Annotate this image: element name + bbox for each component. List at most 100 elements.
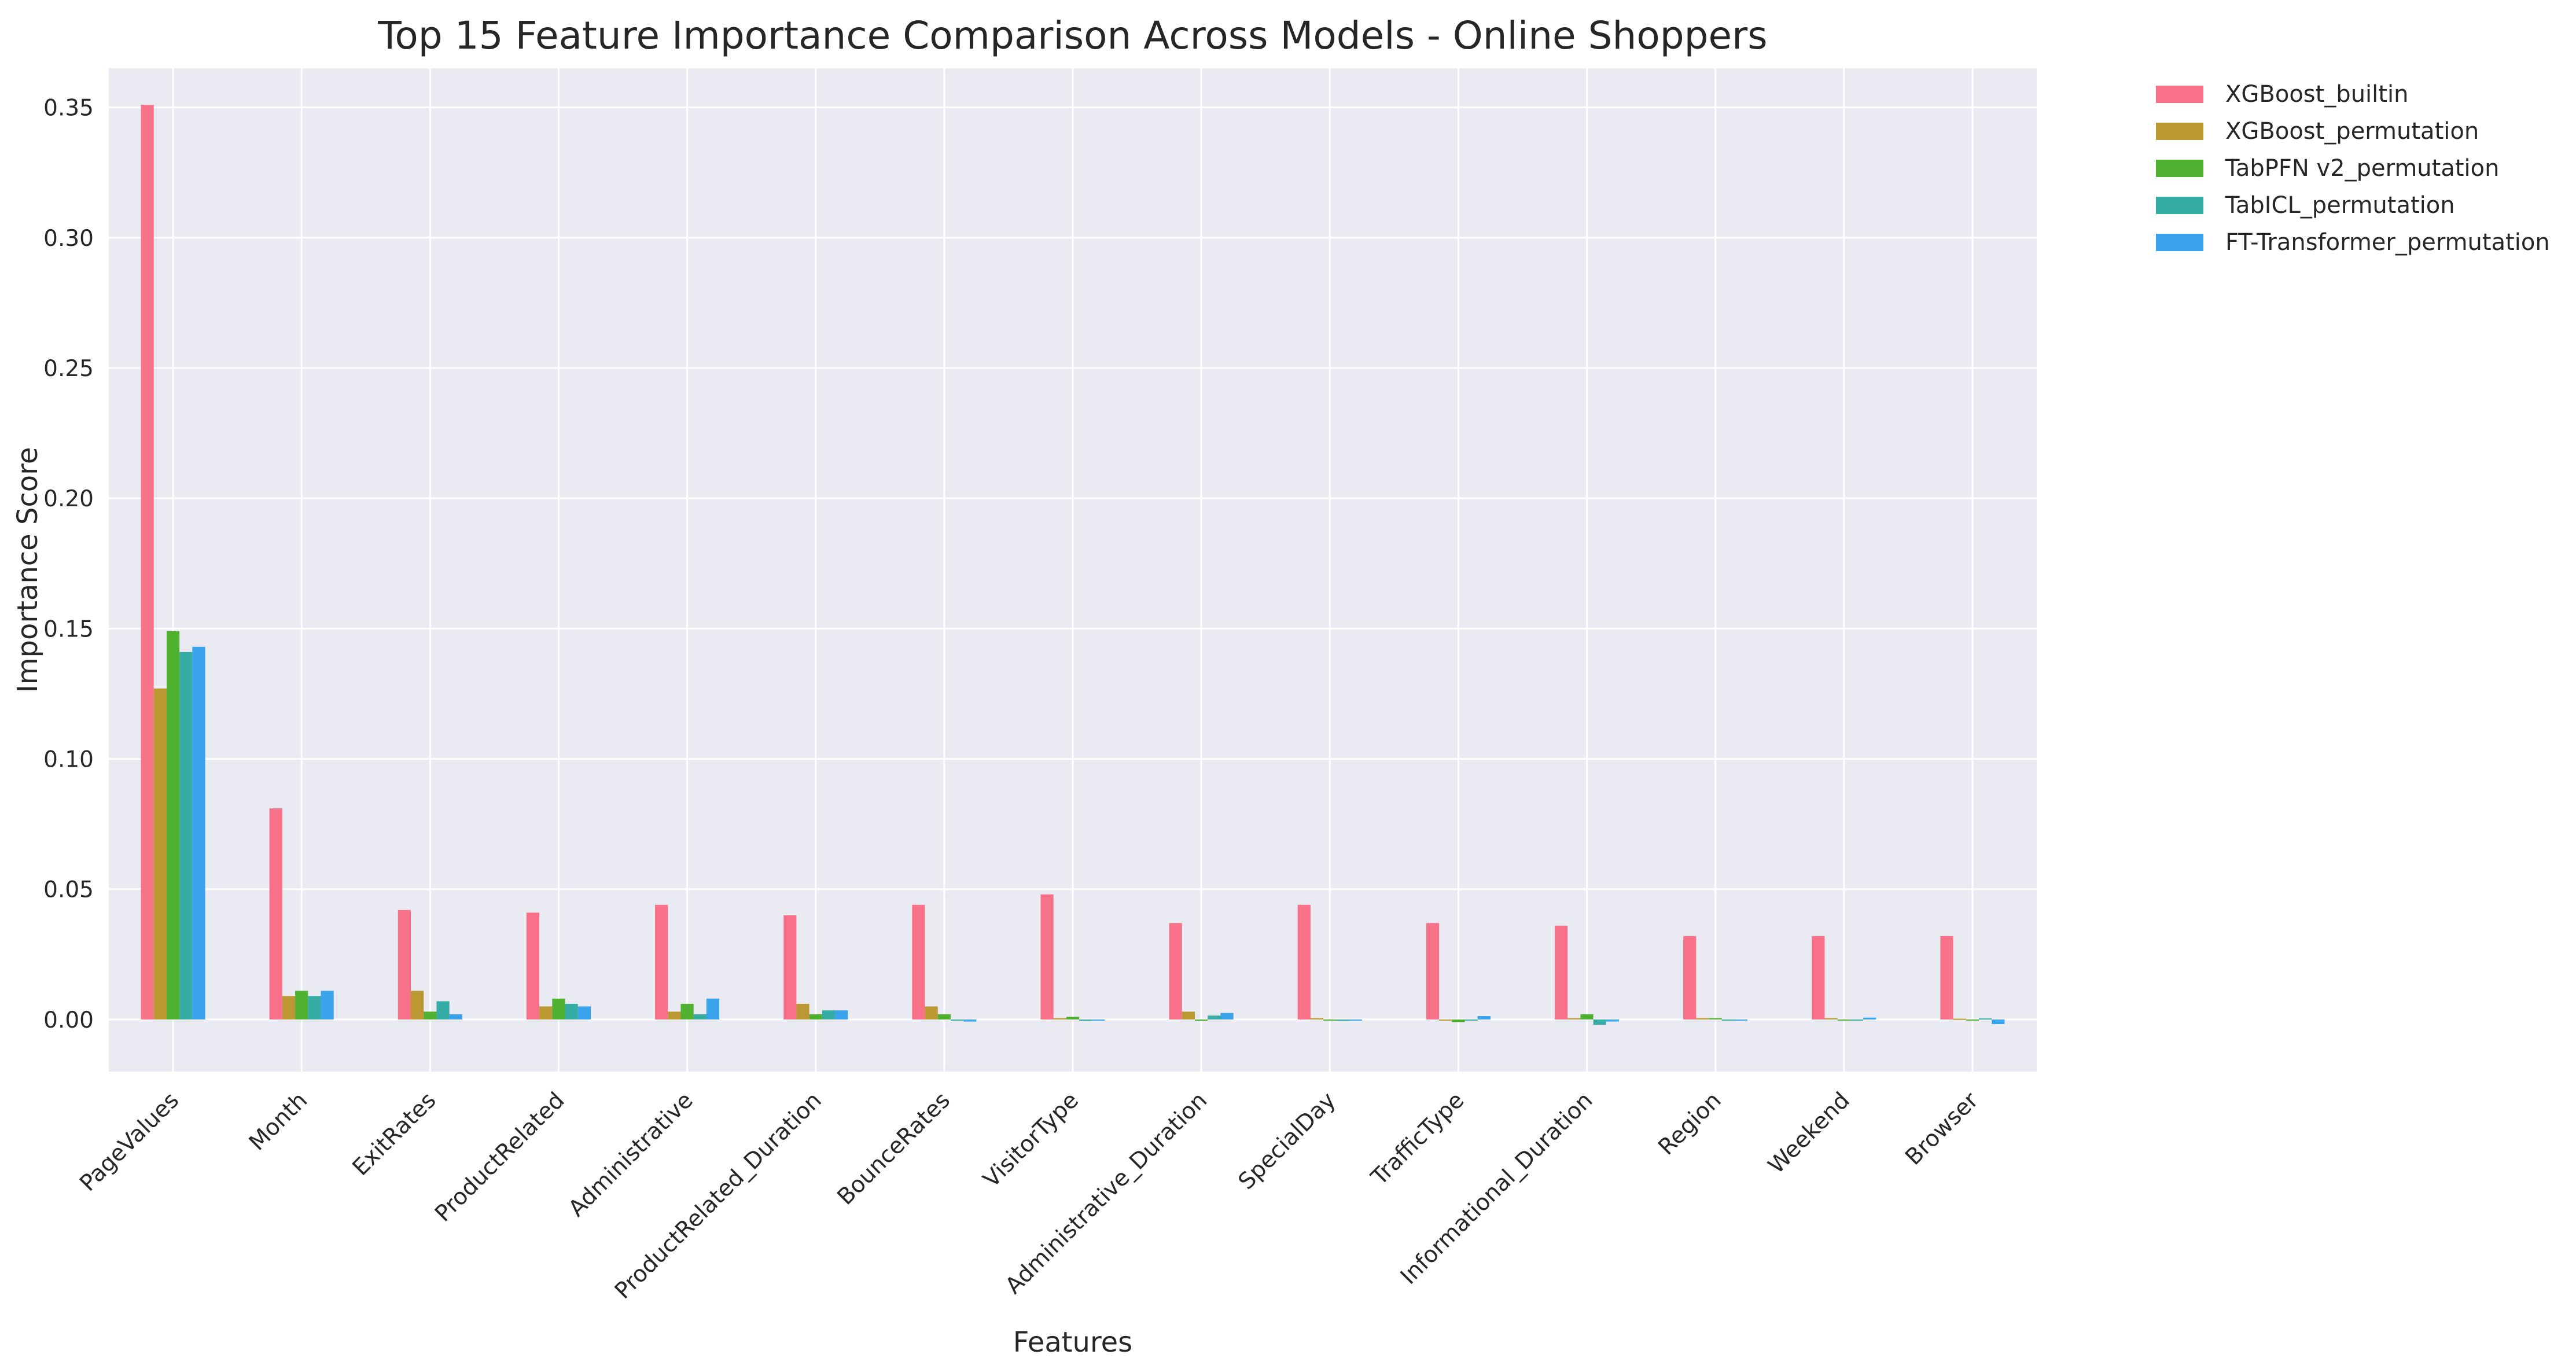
- legend-label: FT-Transformer_permutation: [2225, 229, 2550, 256]
- legend-swatch: [2156, 123, 2203, 140]
- bar: [1940, 936, 1953, 1020]
- bar: [1555, 925, 1568, 1020]
- y-tick-labels: 0.00 0.05 0.10 0.15 0.20 0.25 0.30 0.35: [43, 95, 94, 1033]
- bar: [308, 996, 321, 1020]
- bar: [1966, 1019, 1979, 1021]
- bar: [1567, 1018, 1581, 1020]
- y-tick-label: 0.05: [43, 877, 94, 903]
- bar: [1297, 904, 1311, 1020]
- bar: [668, 1011, 681, 1020]
- y-tick-label: 0.35: [43, 95, 94, 122]
- bar: [1053, 1018, 1066, 1020]
- bar: [1721, 1019, 1735, 1021]
- legend: XGBoost_builtin XGBoost_permutation TabPFN…: [2156, 81, 2550, 256]
- bar: [1208, 1015, 1221, 1020]
- bar: [925, 1006, 938, 1020]
- bar: [1195, 1019, 1208, 1021]
- y-tick-label: 0.20: [43, 486, 94, 512]
- bar: [1709, 1018, 1722, 1020]
- bar: [539, 1006, 553, 1020]
- bar: [1477, 1016, 1491, 1020]
- bar: [398, 910, 411, 1020]
- y-tick-label: 0.10: [43, 747, 94, 773]
- bar: [1323, 1019, 1337, 1021]
- bar: [1066, 1017, 1080, 1020]
- bar: [822, 1010, 836, 1020]
- bar: [577, 1006, 591, 1020]
- bar: [1863, 1017, 1876, 1020]
- bar: [1079, 1019, 1092, 1021]
- bar: [1979, 1018, 1992, 1020]
- y-tick-label: 0.30: [43, 226, 94, 252]
- bar: [1824, 1018, 1838, 1020]
- bar: [411, 991, 424, 1020]
- bar: [552, 998, 565, 1020]
- y-tick-label: 0.25: [43, 356, 94, 382]
- y-tick-label: 0.00: [43, 1007, 94, 1033]
- bar: [282, 996, 296, 1020]
- bar: [153, 688, 167, 1020]
- bar: [937, 1014, 951, 1020]
- bar: [1349, 1019, 1362, 1021]
- legend-label: TabPFN v2_permutation: [2225, 155, 2499, 182]
- bar: [1992, 1019, 2005, 1025]
- bar: [1580, 1014, 1594, 1020]
- bar: [655, 904, 668, 1020]
- bar: [1040, 894, 1054, 1020]
- bar: [1837, 1019, 1850, 1021]
- bar: [436, 1001, 450, 1020]
- bar: [1310, 1018, 1324, 1020]
- bar: [796, 1003, 809, 1020]
- bar: [1439, 1019, 1452, 1021]
- bar: [809, 1014, 822, 1020]
- bar: [963, 1019, 977, 1022]
- bar: [321, 991, 334, 1020]
- legend-label: XGBoost_builtin: [2225, 81, 2408, 108]
- bar: [1696, 1018, 1709, 1020]
- bar: [1220, 1013, 1234, 1020]
- bar: [783, 915, 797, 1020]
- bar: [526, 912, 540, 1020]
- bar: [912, 904, 925, 1020]
- legend-label: XGBoost_permutation: [2225, 118, 2479, 145]
- bar: [1092, 1019, 1105, 1021]
- y-tick-label: 0.15: [43, 616, 94, 642]
- bar: [192, 646, 205, 1020]
- bar: [1606, 1019, 1620, 1022]
- legend-swatch: [2156, 86, 2203, 103]
- bar: [179, 652, 193, 1020]
- bar: [1850, 1019, 1864, 1021]
- bar: [1426, 923, 1440, 1020]
- bar: [693, 1014, 706, 1020]
- chart-title: Top 15 Feature Importance Comparison Acr…: [377, 13, 1767, 58]
- bar: [1953, 1018, 1966, 1020]
- legend-swatch: [2156, 234, 2203, 251]
- bar: [1336, 1019, 1349, 1021]
- bar: [1683, 936, 1697, 1020]
- bar: [950, 1019, 964, 1021]
- legend-label: TabICL_permutation: [2225, 192, 2455, 219]
- bar: [1182, 1011, 1195, 1020]
- bar: [1452, 1019, 1465, 1022]
- bar: [680, 1003, 694, 1020]
- bar: [449, 1014, 462, 1020]
- bar: [1812, 936, 1825, 1020]
- bar: [835, 1010, 848, 1020]
- y-axis-label: Importance Score: [12, 447, 44, 693]
- legend-swatch: [2156, 197, 2203, 214]
- bars: [141, 105, 2005, 1025]
- bar: [141, 105, 154, 1020]
- bar: [565, 1003, 578, 1020]
- bar: [424, 1011, 437, 1020]
- bar: [706, 998, 720, 1020]
- bar: [295, 991, 308, 1020]
- legend-swatch: [2156, 160, 2203, 177]
- bar: [1593, 1019, 1606, 1025]
- bar: [1169, 923, 1182, 1020]
- grid-lines: [109, 68, 2037, 1072]
- bar: [166, 631, 180, 1020]
- x-axis-label: Features: [1013, 1326, 1132, 1359]
- bar: [1734, 1019, 1748, 1021]
- bar: [1464, 1019, 1478, 1021]
